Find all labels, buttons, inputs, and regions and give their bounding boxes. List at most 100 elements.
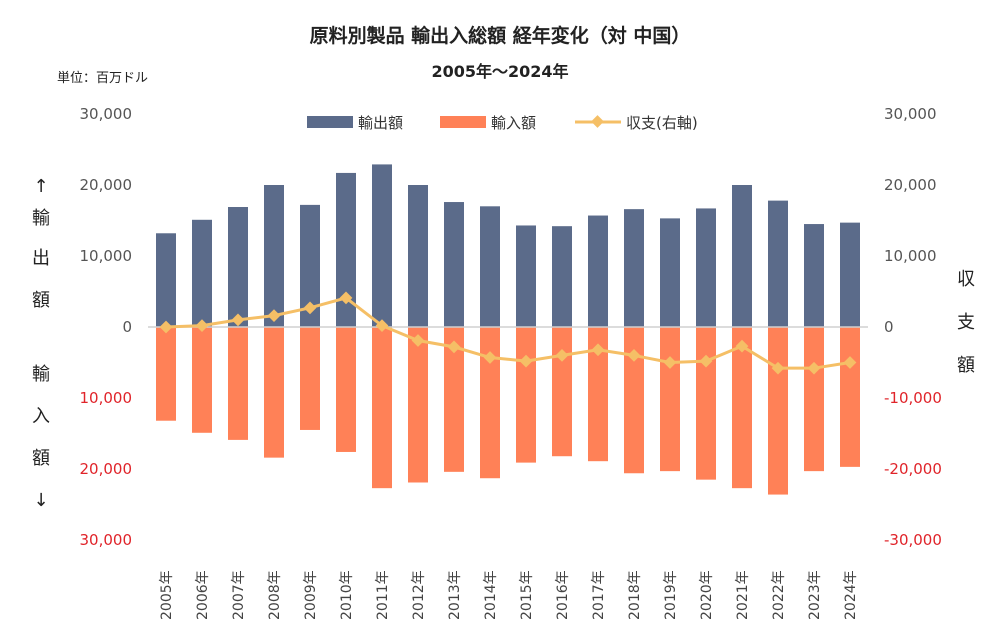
export-bar bbox=[480, 206, 500, 327]
chart-subtitle: 2005年～2024年 bbox=[431, 62, 568, 81]
balance-point bbox=[411, 334, 425, 347]
import-bar bbox=[624, 327, 644, 474]
export-bar bbox=[264, 185, 284, 327]
category-label: 2023年 bbox=[807, 570, 823, 620]
balance-point bbox=[483, 351, 497, 364]
category-label: 2008年 bbox=[267, 570, 283, 620]
right-axis-label: 収支額 bbox=[957, 269, 975, 376]
import-bar bbox=[732, 327, 752, 489]
category-labels: 2005年 2006年 2007年 2008年 2009年 2010年 2011年 2012年… bbox=[159, 570, 859, 620]
category-label: 2015年 bbox=[519, 570, 535, 620]
export-bar bbox=[192, 219, 212, 327]
right-tick-label: -30,000 bbox=[884, 531, 942, 549]
import-bar bbox=[840, 327, 860, 467]
export-bar bbox=[840, 222, 860, 327]
import-bar bbox=[372, 327, 392, 489]
export-bar bbox=[336, 172, 356, 327]
export-bar bbox=[696, 208, 716, 327]
balance-point bbox=[447, 340, 461, 354]
right-tick-label: 20,000 bbox=[884, 176, 937, 194]
left-tick-label: 10,000 bbox=[80, 247, 133, 265]
import-bar bbox=[156, 327, 176, 421]
balance-point bbox=[303, 301, 317, 315]
export-bar bbox=[588, 215, 608, 327]
legend-swatch-import bbox=[440, 116, 486, 128]
left-axis-label-char: 額 bbox=[32, 290, 50, 311]
left-axis-label-char: 額 bbox=[32, 448, 50, 469]
export-bar bbox=[408, 185, 428, 327]
category-label: 2014年 bbox=[483, 570, 499, 620]
legend-swatch-balance-marker bbox=[591, 115, 604, 128]
left-tick-label: 20,000 bbox=[80, 460, 133, 478]
import-bar bbox=[516, 327, 536, 463]
import-bar bbox=[300, 327, 320, 430]
import-bar bbox=[264, 327, 284, 458]
right-tick-label: 10,000 bbox=[884, 247, 937, 265]
balance-point bbox=[231, 313, 245, 327]
export-bar bbox=[444, 202, 464, 327]
balance-point bbox=[375, 319, 389, 332]
import-bar bbox=[768, 327, 788, 495]
export-bar bbox=[624, 209, 644, 327]
left-axis-ticks: 30,000 20,000 10,000 0 10,000 20,000 30,000 bbox=[80, 105, 133, 549]
import-bar bbox=[660, 327, 680, 472]
category-label: 2012年 bbox=[411, 570, 427, 620]
balance-point bbox=[195, 319, 209, 332]
import-bar bbox=[804, 327, 824, 472]
import-bar bbox=[336, 327, 356, 452]
export-bar bbox=[660, 218, 680, 327]
legend: 輸出額 輸入額 収支(右軸) bbox=[307, 114, 698, 132]
legend-label-balance: 収支(右軸) bbox=[626, 114, 698, 132]
right-tick-label: -20,000 bbox=[884, 460, 942, 478]
category-label: 2013年 bbox=[447, 570, 463, 620]
import-bar bbox=[192, 327, 212, 433]
import-bar bbox=[588, 327, 608, 462]
left-axis-label-char: 入 bbox=[32, 406, 50, 427]
left-tick-label: 0 bbox=[122, 318, 132, 336]
right-tick-label: 0 bbox=[884, 318, 894, 336]
export-bar bbox=[372, 164, 392, 327]
left-tick-label: 10,000 bbox=[80, 389, 133, 407]
import-bar bbox=[444, 327, 464, 472]
chart-title: 原料別製品 輸出入総額 経年変化（対 中国） bbox=[310, 24, 691, 47]
right-axis-ticks: 30,000 20,000 10,000 0 -10,000 -20,000 -30,000 bbox=[884, 105, 942, 549]
balance-point bbox=[267, 309, 281, 323]
right-tick-label: -10,000 bbox=[884, 389, 942, 407]
category-label: 2021年 bbox=[735, 570, 751, 620]
category-label: 2024年 bbox=[843, 570, 859, 620]
legend-label-import: 輸入額 bbox=[491, 114, 536, 132]
left-axis-label-char: ↓ bbox=[33, 490, 48, 511]
category-label: 2017年 bbox=[591, 570, 607, 620]
category-label: 2005年 bbox=[159, 570, 175, 620]
export-bar bbox=[732, 185, 752, 327]
import-bar bbox=[696, 327, 716, 480]
left-tick-label: 20,000 bbox=[80, 176, 133, 194]
category-label: 2007年 bbox=[231, 570, 247, 620]
left-tick-label: 30,000 bbox=[80, 105, 133, 123]
balance-point bbox=[159, 320, 173, 334]
category-label: 2020年 bbox=[699, 570, 715, 620]
export-bar bbox=[768, 200, 788, 327]
import-bar bbox=[480, 327, 500, 479]
left-axis-label-char: ↑ bbox=[33, 176, 48, 197]
right-axis-label-char: 支 bbox=[957, 312, 975, 333]
import-bar bbox=[408, 327, 428, 483]
category-label: 2016年 bbox=[555, 570, 571, 620]
unit-label: 単位：百万ドル bbox=[57, 70, 148, 86]
category-label: 2011年 bbox=[375, 570, 391, 620]
left-axis-label-char: 出 bbox=[32, 248, 50, 269]
export-bar bbox=[228, 207, 248, 327]
right-axis-label-char: 額 bbox=[957, 355, 975, 376]
import-bar bbox=[228, 327, 248, 440]
export-bar bbox=[156, 233, 176, 327]
right-axis-label-char: 収 bbox=[957, 269, 975, 290]
balance-line bbox=[165, 296, 851, 370]
export-bar bbox=[516, 225, 536, 327]
export-bar bbox=[804, 224, 824, 327]
category-label: 2019年 bbox=[663, 570, 679, 620]
left-axis-label-char: 輸 bbox=[32, 364, 50, 385]
export-bar bbox=[300, 204, 320, 327]
left-axis-label-char: 輸 bbox=[32, 208, 50, 229]
